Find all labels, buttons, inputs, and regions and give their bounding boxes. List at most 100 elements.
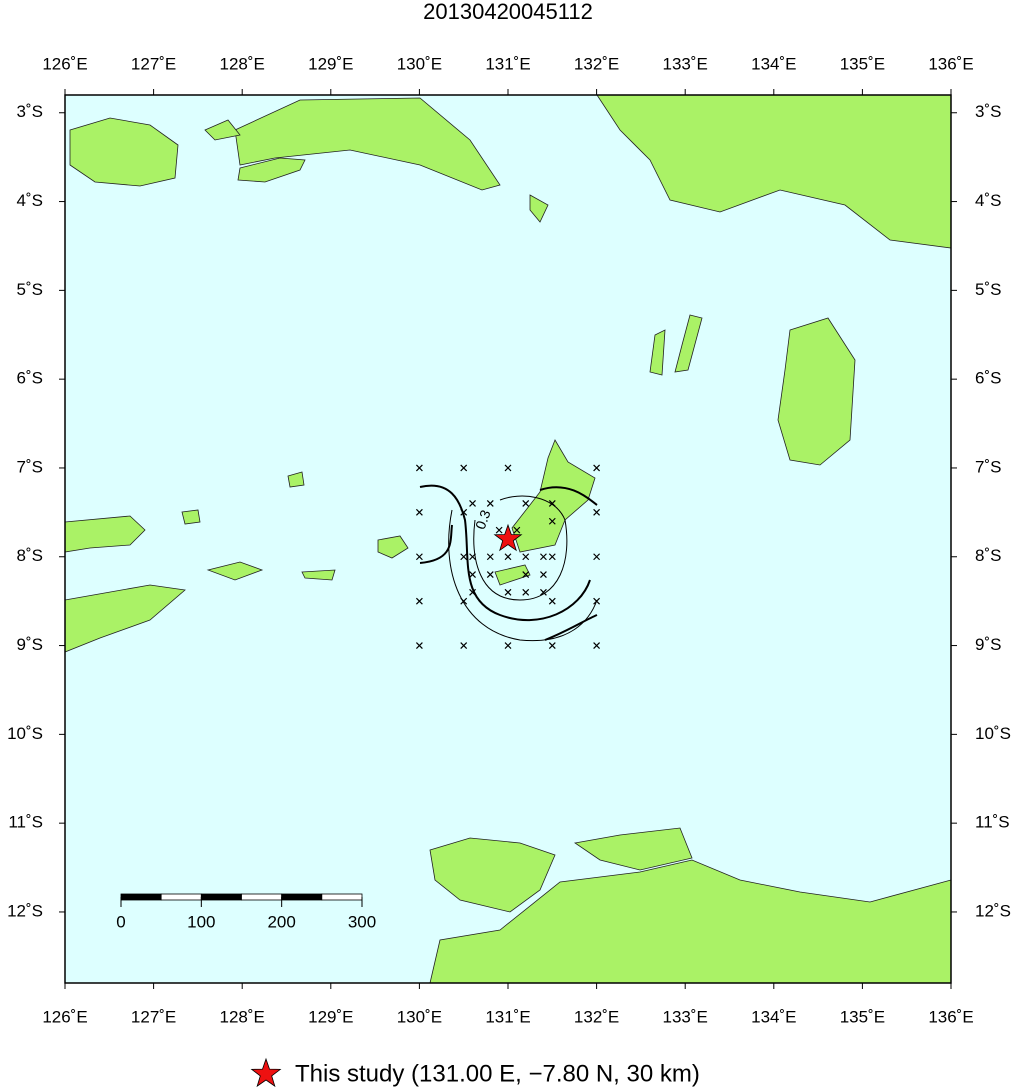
lon-tick-label-bottom: 130˚E [397,1007,442,1026]
station [522,553,530,561]
scale-segment [120,893,162,901]
station [513,526,521,534]
station [460,553,468,561]
station [486,571,494,578]
lon-tick-label-bottom: 132˚E [574,1007,619,1026]
station [460,464,468,472]
station [522,588,530,596]
station [593,508,601,516]
lat-tick-label-left: 12˚S [7,901,43,920]
station [415,508,423,516]
contours [419,484,598,642]
station [522,571,530,578]
station [540,553,547,561]
lon-tick-label-bottom: 133˚E [663,1007,708,1026]
legend-star [250,1057,282,1088]
scale-label: 100 [187,912,215,931]
scale-segment [160,893,202,901]
lat-tick-label-left: 5˚S [17,280,43,299]
lon-tick-label-top: 136˚E [928,54,973,73]
scale-label: 0 [116,912,125,931]
station [593,464,601,472]
station [593,597,601,605]
lat-tick-label-right: 3˚S [975,102,1001,121]
station [548,597,556,605]
station [548,553,556,561]
lat-tick-label-left: 8˚S [17,546,43,565]
lon-tick-label-bottom: 136˚E [928,1007,973,1026]
scale-bar: 0 100 200 300 [116,893,376,931]
lat-tick-label-left: 4˚S [17,191,43,210]
lon-tick-label-top: 132˚E [574,54,619,73]
station [415,597,423,605]
lat-tick-label-left: 10˚S [7,724,43,743]
lon-tick-label-top: 129˚E [308,54,353,73]
lat-tick-label-left: 3˚S [17,102,43,121]
legend-label: This study (131.00 E, −7.80 N, 30 km) [295,1060,700,1087]
station [460,508,468,516]
lon-tick-label-bottom: 131˚E [485,1007,530,1026]
contour-label: 0.3 [472,507,494,531]
scale-segment [241,893,283,901]
lat-tick-label-right: 8˚S [975,546,1001,565]
lon-tick-label-top: 134˚E [751,54,796,73]
lon-tick-label-top: 126˚E [42,54,87,73]
scale-segment [281,893,323,901]
lon-tick-label-bottom: 135˚E [840,1007,885,1026]
station [460,642,468,649]
lat-tick-label-right: 11˚S [975,813,1010,832]
lon-tick-label-bottom: 134˚E [751,1007,796,1026]
land [64,94,952,984]
station [469,588,476,596]
station [415,464,423,472]
scale-segment [321,893,363,901]
lon-tick-label-top: 130˚E [397,54,442,73]
lon-tick-label-top: 133˚E [663,54,708,73]
lat-tick-label-left: 11˚S [8,813,43,832]
station [593,642,601,649]
station [486,553,494,561]
lat-tick-label-right: 9˚S [975,635,1001,654]
scale-label: 300 [348,912,376,931]
station [469,500,476,507]
lat-tick-label-right: 5˚S [975,280,1001,299]
lon-tick-label-top: 131˚E [485,54,530,73]
station [548,517,556,525]
lon-tick-label-top: 128˚E [220,54,265,73]
station [504,588,512,596]
station [415,642,423,649]
scale-label: 200 [267,912,295,931]
lon-tick-label-top: 135˚E [840,54,885,73]
lat-tick-label-left: 6˚S [17,369,43,388]
lat-tick-label-left: 9˚S [17,635,43,654]
station [460,597,468,605]
title: 20130420045112 [423,0,593,24]
station [415,553,423,561]
station [504,553,512,561]
station [495,526,503,534]
lat-tick-label-right: 10˚S [975,724,1011,743]
station [469,553,476,561]
epicenter [493,523,523,552]
lon-tick-label-bottom: 126˚E [42,1007,87,1026]
station [504,642,512,649]
lon-tick-label-bottom: 129˚E [308,1007,353,1026]
lat-tick-label-right: 6˚S [975,369,1001,388]
station [593,553,601,561]
lon-tick-label-bottom: 127˚E [131,1007,176,1026]
lat-tick-label-right: 7˚S [975,457,1001,476]
station [548,642,556,649]
station [486,500,494,507]
station [540,571,547,578]
lat-tick-label-right: 12˚S [975,901,1011,920]
station [522,500,530,507]
legend: This study (131.00 E, −7.80 N, 30 km) [250,1057,700,1088]
station [504,464,512,472]
station [469,571,476,578]
lat-tick-label-right: 4˚S [975,191,1001,210]
lon-tick-label-bottom: 128˚E [220,1007,265,1026]
lat-tick-label-left: 7˚S [17,457,43,476]
scale-segment [200,893,242,901]
lon-tick-label-top: 127˚E [131,54,176,73]
